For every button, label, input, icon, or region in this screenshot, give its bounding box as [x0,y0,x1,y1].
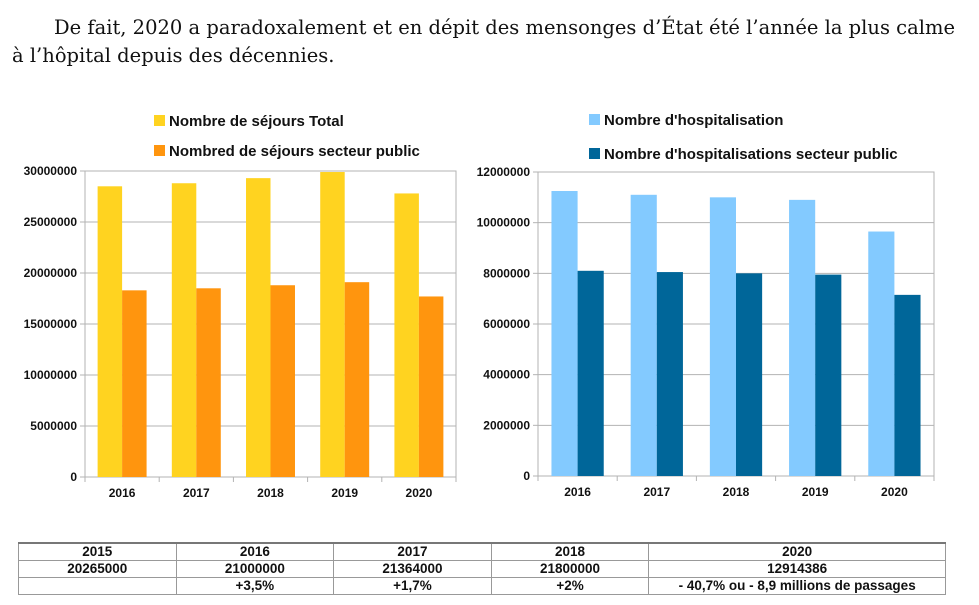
legend-swatch [589,114,600,125]
bar [394,193,419,477]
table-cell: 2018 [490,542,650,561]
table-cell: +1,7% [333,577,492,595]
bar [630,194,657,477]
bar [815,274,842,476]
hospitalisations-bar-chart: 0 2000000 4000000 6000000 8000000 10000000 120… [477,165,935,499]
table-cell: +3,5% [175,577,335,595]
y-tick-label: 0 [70,470,77,484]
y-tick-label: 4000000 [483,368,530,382]
y-tick-label: 2000000 [483,418,530,432]
y-tick-label: 25000000 [24,215,78,229]
legend-swatch [154,115,165,126]
table-cell: +2% [490,577,650,595]
x-tick-label: 2020 [406,486,433,500]
x-tick-label: 2018 [257,486,284,500]
x-tick-label: 2019 [331,486,358,500]
bar [709,197,736,477]
legend-label: Nombre d'hospitalisations secteur public [604,146,898,163]
table-cell: 2015 [18,542,177,561]
legend-swatch [154,145,165,156]
table-cell: 20265000 [18,560,177,578]
y-tick-label: 15000000 [24,317,78,331]
table-cell: - 40,7% ou - 8,9 millions de passages [648,577,946,595]
table-cell: 2016 [175,542,335,561]
x-tick-label: 2017 [183,486,210,500]
table-cell: 21000000 [175,560,335,578]
bar [418,296,444,477]
table-row: +3,5% +1,7% +2% - 40,7% ou - 8,9 million… [18,577,946,595]
x-tick-label: 2018 [723,485,750,499]
y-tick-label: 20000000 [24,266,78,280]
y-tick-label: 0 [523,469,530,483]
bar [122,290,147,477]
table-cell: 2017 [333,542,492,561]
intro-paragraph: De fait, 2020 a paradoxalement et en dép… [12,16,955,67]
sejours-bar-chart: 0 5000000 10000000 15000000 20000000 25000000… [24,164,457,500]
y-tick-label: 12000000 [477,165,531,179]
passages-table: 2015 2016 2017 2018 2020 20265000 210000… [18,542,946,595]
table-row: 20265000 21000000 21364000 21800000 1291… [18,560,946,578]
bar [246,178,271,477]
y-tick-label: 10000000 [477,216,531,230]
bar [894,294,921,476]
legend-label: Nombred de séjours secteur public [169,143,420,160]
table-cell: 2020 [648,542,946,561]
bar [320,172,345,477]
x-tick-label: 2017 [643,485,670,499]
bar [736,273,763,476]
x-tick-label: 2020 [881,485,908,499]
table-cell: 21800000 [490,560,650,578]
legend-label: Nombre de séjours Total [169,113,344,130]
legend-label: Nombre d'hospitalisation [604,112,784,129]
bar [656,272,683,476]
legend-item-hospitalisation: Nombre d'hospitalisation [589,112,783,129]
y-tick-label: 30000000 [24,164,78,178]
y-tick-label: 8000000 [483,266,530,280]
y-tick-label: 6000000 [483,317,530,331]
table-cell: 21364000 [333,560,492,578]
bar [196,288,221,477]
bar [270,285,295,477]
bar [577,270,604,476]
bar [789,199,816,476]
legend-item-hospitalisation-public: Nombre d'hospitalisations secteur public [589,146,898,163]
bar [344,282,370,477]
y-tick-label: 5000000 [30,419,77,433]
y-tick-label: 10000000 [24,368,78,382]
legend-item-total: Nombre de séjours Total [154,113,344,130]
x-tick-label: 2016 [109,486,136,500]
x-tick-label: 2019 [802,485,829,499]
table-row: 2015 2016 2017 2018 2020 [18,542,946,561]
legend-swatch [589,148,600,159]
bar [97,186,123,478]
bar [868,231,895,476]
table-cell [18,577,177,595]
legend-item-public: Nombred de séjours secteur public [154,143,420,160]
bar [171,183,197,478]
table-cell: 12914386 [648,560,946,578]
x-tick-label: 2016 [564,485,591,499]
bar [551,191,578,476]
